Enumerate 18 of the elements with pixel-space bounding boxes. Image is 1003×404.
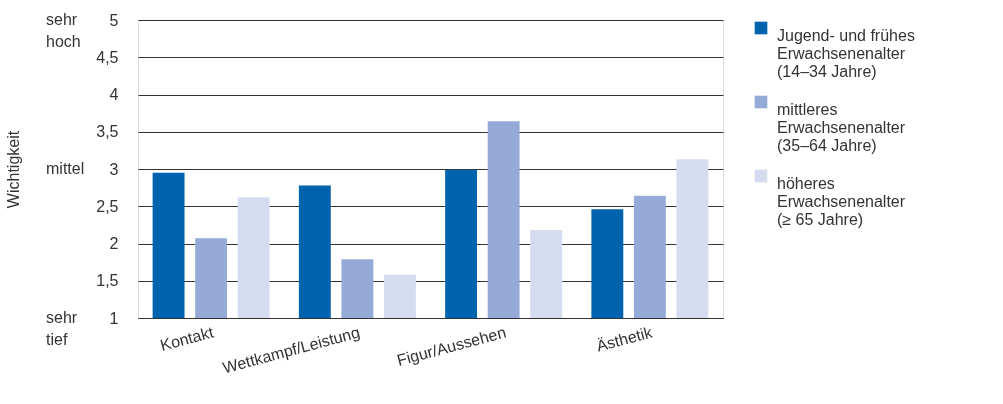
legend-label: Jugend- und frühes Erwachsenenalter (14–34 Jahre)	[777, 27, 915, 80]
y-tick-label: 4,5	[96, 48, 119, 66]
legend-label: mittleres Erwachsenenalter (35–64 Jahre)	[777, 101, 906, 154]
legend-label: höheres Erwachsenenalter (≥ 65 Jahre)	[777, 175, 906, 228]
y-tick-label: 1,5	[96, 272, 119, 290]
y-tick-label: 3	[109, 160, 119, 178]
text: mittel	[46, 160, 85, 177]
x-tick-label: Kontakt	[158, 323, 216, 354]
y-tick-label: 2	[109, 235, 119, 252]
y-tick-label: 5	[109, 11, 119, 29]
y-axis-title: Wichtigkeit	[5, 130, 23, 209]
y-tick-label: 2,5	[96, 197, 119, 215]
text: sehr tief	[46, 309, 78, 348]
y-tick-label: 1	[109, 309, 119, 327]
y-tick-label: 3,5	[96, 123, 119, 141]
y-tick-label: 4	[109, 86, 119, 103]
text: sehr hoch	[46, 11, 81, 50]
x-tick-label: Ästhetik	[594, 323, 655, 355]
